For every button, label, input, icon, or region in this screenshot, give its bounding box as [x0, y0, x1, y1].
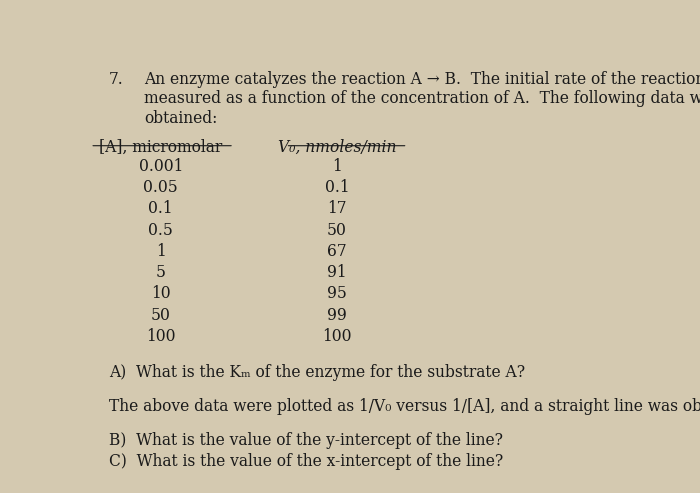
Text: [A], micromolar: [A], micromolar [99, 139, 223, 156]
Text: 10: 10 [151, 285, 171, 302]
Text: B)  What is the value of the y-intercept of the line?: B) What is the value of the y-intercept … [109, 432, 503, 449]
Text: 50: 50 [150, 307, 171, 324]
Text: 95: 95 [327, 285, 347, 302]
Text: 1: 1 [332, 158, 342, 175]
Text: A)  What is the Kₘ of the enzyme for the substrate A?: A) What is the Kₘ of the enzyme for the … [109, 364, 525, 381]
Text: 0.1: 0.1 [148, 200, 173, 217]
Text: 99: 99 [327, 307, 347, 324]
Text: 0.1: 0.1 [325, 179, 349, 196]
Text: 0.05: 0.05 [144, 179, 178, 196]
Text: 1: 1 [156, 243, 166, 260]
Text: C)  What is the value of the x-intercept of the line?: C) What is the value of the x-intercept … [109, 453, 503, 470]
Text: 91: 91 [327, 264, 347, 281]
Text: The above data were plotted as 1/V₀ versus 1/[A], and a straight line was obtain: The above data were plotted as 1/V₀ vers… [109, 398, 700, 415]
Text: 5: 5 [155, 264, 166, 281]
Text: V₀, nmoles/min: V₀, nmoles/min [278, 139, 396, 156]
Text: obtained:: obtained: [144, 110, 218, 127]
Text: 67: 67 [327, 243, 347, 260]
Text: An enzyme catalyzes the reaction A → B.  The initial rate of the reaction was: An enzyme catalyzes the reaction A → B. … [144, 70, 700, 88]
Text: 100: 100 [146, 328, 176, 345]
Text: 17: 17 [328, 200, 346, 217]
Text: 0.5: 0.5 [148, 222, 173, 239]
Text: 7.: 7. [109, 70, 124, 88]
Text: 100: 100 [322, 328, 352, 345]
Text: 50: 50 [327, 222, 347, 239]
Text: 0.001: 0.001 [139, 158, 183, 175]
Text: measured as a function of the concentration of A.  The following data were: measured as a function of the concentrat… [144, 90, 700, 107]
